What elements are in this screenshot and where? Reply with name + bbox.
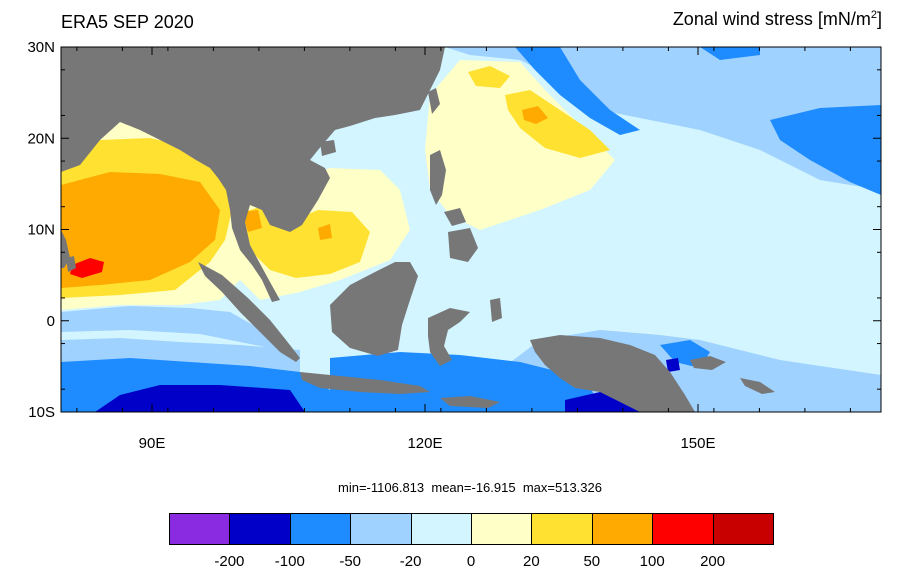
colorbar-label: -20	[399, 553, 422, 570]
colorbar-label: 200	[700, 553, 726, 570]
colorbar-swatch	[591, 513, 654, 545]
variable-title-end: ]	[876, 9, 882, 29]
land-java	[300, 372, 430, 394]
colorbar-label: -100	[274, 553, 305, 570]
lon-tick-label: 90E	[139, 435, 166, 452]
map-title: ERA5 SEP 2020	[61, 12, 194, 32]
colorbar-swatch	[471, 513, 533, 545]
statistics-line: min=-1106.813 mean=-16.915 max=513.326	[0, 480, 902, 495]
gold-patch-north	[468, 66, 510, 88]
min-label: min=	[338, 480, 367, 495]
land-halmahera	[490, 298, 502, 322]
light-blue-sumatra-coast	[61, 306, 300, 360]
colorbar-label: 20	[523, 553, 540, 570]
colorbar-swatch	[350, 513, 412, 545]
land-solomon-islands	[740, 378, 775, 394]
tick-layer: 30N 20N 10N 0 10S 90E 120E 150E	[27, 39, 881, 452]
red-spot-indian	[70, 258, 104, 278]
blue-pacific-northwest	[515, 47, 640, 135]
land-lesser-sunda	[440, 396, 500, 408]
land-asia	[61, 47, 445, 302]
orange-spot-vietnam	[318, 224, 332, 240]
max-value: 513.326	[554, 480, 602, 495]
blue-banda-sea	[330, 352, 600, 412]
land-borneo	[330, 262, 418, 356]
land-hainan	[320, 140, 336, 156]
lat-tick-label: 30N	[27, 39, 55, 56]
colorbar-swatch	[169, 513, 231, 545]
gold-region-philippine-sea	[505, 90, 610, 158]
colorbar-swatch	[229, 513, 291, 545]
darkblue-spot-east	[666, 358, 680, 372]
colorbar-swatch	[652, 513, 714, 545]
land-sri-lanka	[66, 256, 76, 272]
colorbar-swatch	[410, 513, 472, 545]
land-new-britain	[690, 356, 726, 370]
colorbar-label: -50	[339, 553, 362, 570]
blue-pacific-east	[770, 105, 881, 195]
min-value: -1106.813	[366, 480, 425, 495]
orange-spot-thailand	[242, 210, 262, 232]
light-blue-pacific-north	[445, 47, 881, 190]
yellow-region-philippine-sea	[425, 60, 615, 230]
lat-tick-label: 0	[47, 313, 55, 330]
land-philippines-visayas	[444, 208, 466, 226]
land-philippines-luzon	[430, 150, 446, 205]
colorbar-label: 100	[639, 553, 665, 570]
colorbar-label: -200	[214, 553, 245, 570]
land-masses	[61, 47, 775, 412]
lon-tick-label: 150E	[680, 435, 715, 452]
unit-exponent: 2	[870, 9, 877, 21]
darkblue-band-south	[95, 385, 305, 412]
max-label: max=	[522, 480, 555, 495]
orange-region-indian	[61, 172, 220, 288]
variable-title: Zonal wind stress [mN/m2]	[673, 9, 882, 30]
colorbar-label: 0	[466, 553, 476, 570]
orange-patch-philippine-sea	[522, 106, 548, 124]
blue-pacific-north-corner	[700, 47, 760, 60]
lat-tick-label: 20N	[27, 130, 55, 147]
land-taiwan	[428, 88, 440, 114]
mean-value: -16.915	[471, 480, 516, 495]
colorbar-swatch	[531, 513, 593, 545]
lon-tick-label: 120E	[407, 435, 442, 452]
colorbar-swatch	[289, 513, 352, 545]
colorbar-swatch	[712, 513, 774, 545]
variable-title-text: Zonal wind stress [mN/m	[672, 9, 871, 29]
map-plot-area	[61, 47, 881, 412]
lat-tick-label: 10N	[27, 222, 55, 239]
land-sumatra	[198, 262, 300, 362]
land-sulawesi	[428, 308, 470, 366]
land-new-guinea	[530, 335, 695, 412]
lat-tick-label: 10S	[28, 404, 55, 421]
map-figure: 30N 20N 10N 0 10S 90E 120E 150E	[27, 39, 882, 452]
mean-label: mean=	[431, 480, 472, 495]
land-philippines-mindanao	[448, 228, 478, 262]
colorbar-label: 50	[583, 553, 601, 570]
